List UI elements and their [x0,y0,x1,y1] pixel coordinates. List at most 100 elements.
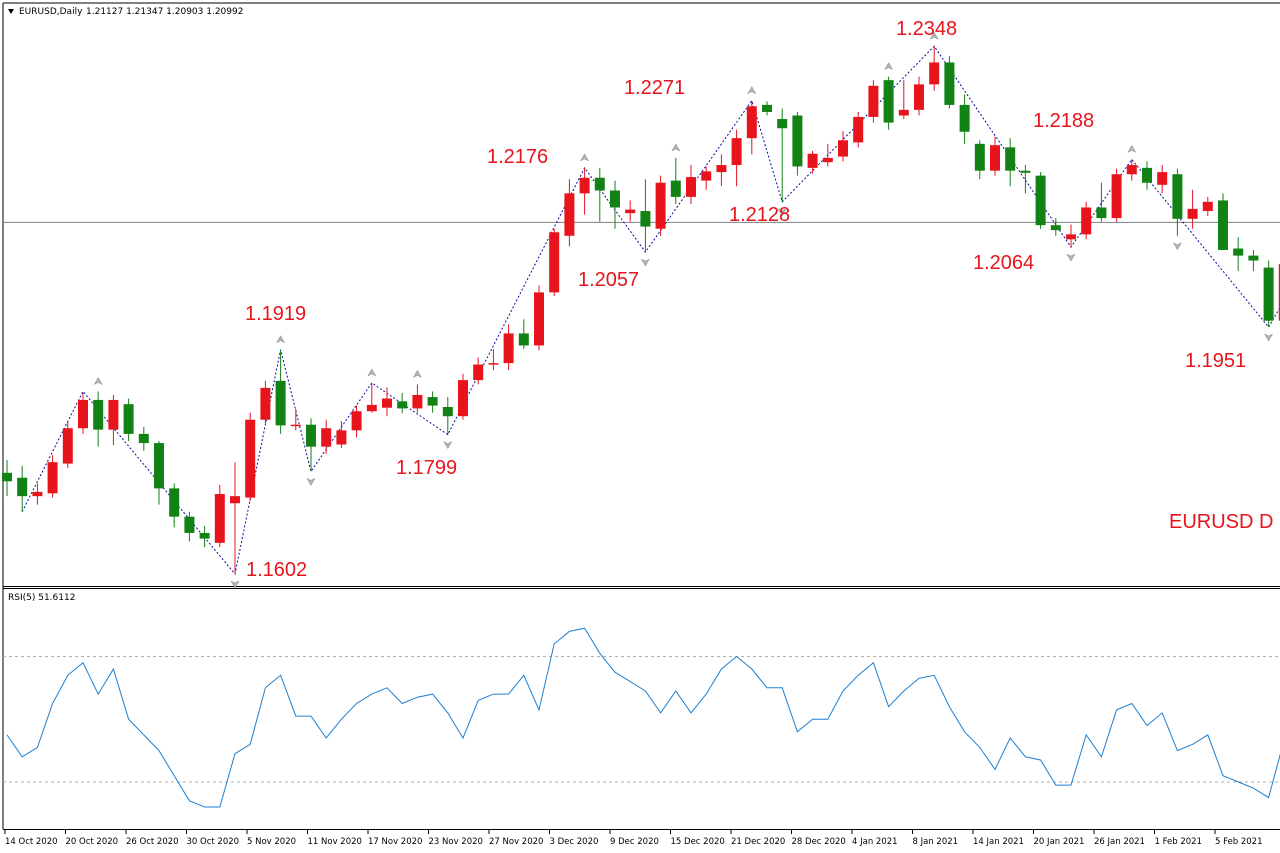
candle[interactable] [351,405,362,438]
candle[interactable] [777,108,788,202]
candle[interactable] [1111,168,1122,222]
candle[interactable] [974,140,985,180]
candle[interactable] [610,180,620,229]
candle[interactable] [1263,260,1274,328]
candle[interactable] [1218,193,1228,250]
candle[interactable] [625,200,636,222]
candle[interactable] [442,397,453,435]
candle[interactable] [746,100,757,155]
candle[interactable] [655,175,666,236]
x-tick-label: 21 Dec 2020 [731,837,785,847]
candle[interactable] [78,392,88,434]
candle[interactable] [564,179,575,247]
candle[interactable] [853,111,864,148]
candle[interactable] [838,131,848,162]
candle[interactable] [1157,165,1168,194]
menu-triangle-icon[interactable] [8,9,14,14]
candle[interactable] [701,166,712,190]
candle[interactable] [32,483,43,505]
candle[interactable] [1202,196,1213,216]
candle[interactable] [1050,218,1061,236]
candle[interactable] [458,373,468,420]
candle[interactable] [214,484,225,548]
candle-body [123,404,134,434]
candle[interactable] [321,419,332,454]
candle[interactable] [1126,159,1137,181]
candle[interactable] [275,349,286,434]
candle[interactable] [184,511,195,542]
candle[interactable] [488,348,499,371]
candle[interactable] [716,154,727,187]
candle[interactable] [807,150,818,174]
candle[interactable] [959,94,970,144]
candle[interactable] [230,462,240,574]
candle[interactable] [990,136,1000,176]
candle[interactable] [154,440,164,505]
candle[interactable] [1096,182,1107,222]
candle[interactable] [929,46,940,91]
candle[interactable] [245,412,256,502]
candle[interactable] [412,384,423,413]
candle[interactable] [1081,201,1092,240]
candle[interactable] [397,392,408,414]
candle[interactable] [138,426,149,451]
candle[interactable] [594,167,605,222]
candle[interactable] [382,387,392,417]
candle[interactable] [2,460,12,497]
candle[interactable] [1066,224,1076,248]
candle[interactable] [1005,138,1016,187]
candle[interactable] [883,76,894,130]
candle[interactable] [290,409,301,431]
candle[interactable] [762,101,772,116]
candle[interactable] [93,391,104,447]
candle[interactable] [579,167,590,215]
candle[interactable] [792,111,803,176]
candle[interactable] [366,382,377,413]
candle[interactable] [670,157,681,204]
candle[interactable] [1020,165,1031,194]
candle[interactable] [549,228,560,296]
candle-body [898,109,909,116]
candle[interactable] [169,483,180,528]
candle[interactable] [1142,161,1152,190]
candle[interactable] [640,179,651,253]
candle[interactable] [822,143,833,167]
candle[interactable] [306,418,316,472]
candle[interactable] [686,165,696,204]
candle[interactable] [17,465,28,512]
candle[interactable] [427,391,438,413]
candle-body [62,428,73,464]
candle-body [1233,248,1244,256]
candle[interactable] [914,76,924,116]
candle[interactable] [62,421,73,468]
candle[interactable] [336,421,347,449]
candle[interactable] [1035,172,1046,229]
candle[interactable] [1248,249,1259,272]
candle[interactable] [944,56,955,109]
candle-body [427,397,438,406]
candle[interactable] [123,398,134,441]
candle[interactable] [868,80,879,123]
candle[interactable] [518,319,529,349]
candle[interactable] [473,357,484,385]
candle[interactable] [731,129,742,187]
candle[interactable] [260,380,271,424]
candle[interactable] [503,324,514,371]
candle-body [47,462,58,494]
candle[interactable] [1278,261,1280,325]
candle[interactable] [47,455,58,498]
candle[interactable] [1187,189,1198,229]
candle[interactable] [108,394,119,446]
candle-body [792,115,803,167]
swing-price-label: 1.2057 [578,269,639,291]
candle-body [78,399,88,429]
candle[interactable] [534,285,544,351]
candle[interactable] [199,525,210,548]
candle[interactable] [1233,237,1244,272]
candle-body [1096,207,1107,219]
candle[interactable] [898,80,909,120]
x-tick-label: 28 Dec 2020 [792,837,846,847]
candle-body [321,428,332,447]
candle[interactable] [1172,168,1183,236]
